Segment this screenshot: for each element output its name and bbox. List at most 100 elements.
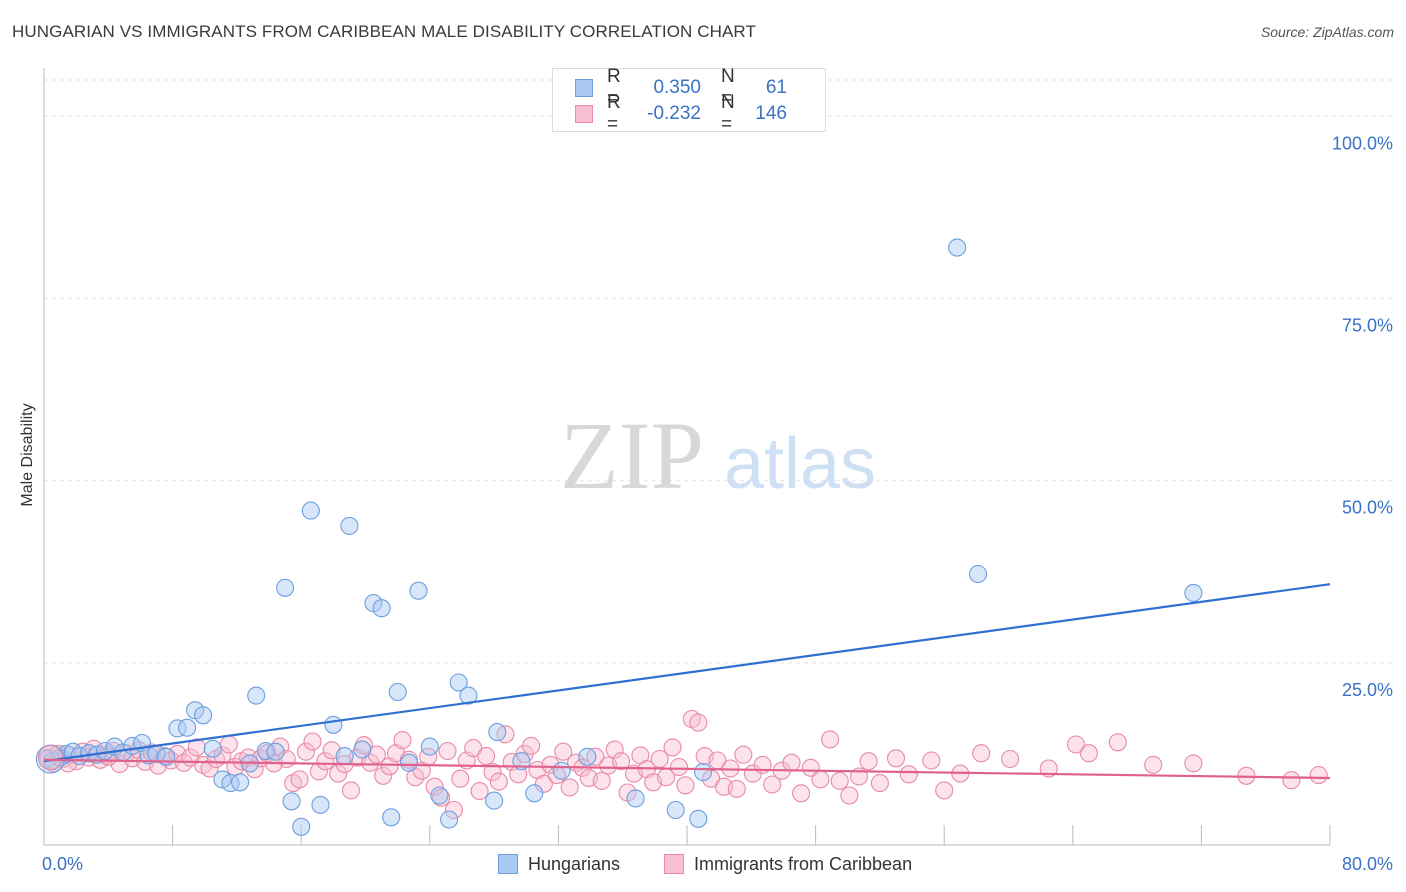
bottom-legend-hungarians: Hungarians [498,852,620,876]
legend: R = 0.350 N = 61 R = -0.232 N = 146 [552,66,826,135]
point-caribbean [477,747,496,766]
point-hungarians [335,747,354,766]
trend-line-caribbean [43,758,1331,780]
data-points [35,238,1328,836]
legend-r-value: -0.232 [647,103,701,124]
trend-lines [43,583,1331,780]
point-caribbean [763,775,782,794]
point-hungarians [626,789,645,808]
point-hungarians [221,774,240,793]
x-tick-label: 0.0% [42,854,83,874]
point-caribbean [840,786,859,805]
point-caribbean [1309,766,1328,785]
point-hungarians [292,817,311,836]
watermark-atlas: atlas [724,424,876,504]
point-hungarians [430,786,449,805]
point-caribbean [541,755,560,774]
point-caribbean [792,784,811,803]
point-hungarians [1184,583,1203,602]
point-caribbean [534,774,553,793]
point-caribbean [859,752,878,771]
bottom-legend-swatch-hungarians [498,854,518,874]
point-hungarians [399,753,418,772]
point-caribbean [489,772,508,791]
point-caribbean [1144,755,1163,774]
point-hungarians [948,238,967,257]
point-caribbean [187,738,206,757]
point-caribbean [470,782,489,801]
point-hungarians [694,763,713,782]
legend-row-hungarians: R = 0.350 N = 61 [575,66,787,109]
y-tick-label: 75.0% [1342,316,1393,336]
point-hungarians [449,673,468,692]
point-hungarians [382,808,401,827]
point-hungarians [266,742,285,761]
point-caribbean [1066,735,1086,754]
point-caribbean [374,766,393,785]
point-caribbean [689,713,708,732]
point-hungarians [282,792,301,811]
legend-swatch-hungarians [575,79,593,97]
point-hungarians [276,578,295,597]
point-caribbean [290,770,309,789]
point-hungarians [552,761,571,780]
point-hungarians [968,564,988,584]
bottom-legend-label-hungarians: Hungarians [528,853,621,874]
point-hungarians [203,739,222,758]
point-caribbean [1108,733,1127,752]
legend-n-label: N = [721,66,735,109]
point-caribbean [886,749,906,768]
point-caribbean [200,759,219,778]
point-hungarians [353,740,372,759]
point-caribbean [451,769,470,788]
point-caribbean [37,745,63,771]
point-caribbean [213,746,232,765]
point-caribbean [393,731,412,750]
point-caribbean [245,760,264,779]
point-caribbean [734,745,753,764]
point-caribbean [329,764,348,783]
point-hungarians [178,718,197,737]
point-caribbean [554,742,573,761]
point-caribbean [870,774,889,793]
y-tick-label: 50.0% [1342,498,1393,518]
point-caribbean [1079,744,1098,763]
point-hungarians [340,516,359,535]
point-caribbean [605,740,624,759]
point-caribbean [801,758,820,777]
bottom-legend-caribbean: Immigrants from Caribbean [664,852,912,876]
point-caribbean [922,751,941,770]
point-hungarians [578,747,597,766]
point-caribbean [830,771,849,790]
legend-r-label: R = [607,92,621,135]
point-hungarians [485,791,504,810]
point-hungarians [440,810,459,829]
trend-line-hungarians [43,583,1331,763]
point-hungarians [388,682,407,702]
point-hungarians [666,800,685,820]
point-caribbean [899,765,918,784]
point-hungarians [256,741,275,761]
point-hungarians [301,501,320,520]
point-caribbean [380,757,399,776]
point-caribbean [1282,771,1301,790]
point-caribbean [464,739,483,758]
point-caribbean [560,778,579,797]
legend-n-value: 146 [755,103,787,124]
point-caribbean [1001,749,1020,769]
legend-n-value: 61 [765,77,787,98]
chart-title: HUNGARIAN VS IMMIGRANTS FROM CARIBBEAN M… [12,22,756,41]
legend-swatch-caribbean [575,105,593,123]
legend-row-caribbean: R = -0.232 N = 146 [575,92,787,135]
point-caribbean [341,781,361,800]
point-caribbean [782,753,801,772]
point-caribbean [444,800,463,820]
point-hungarians [525,784,544,803]
legend-r-label: R = [607,66,621,109]
point-hungarians [324,715,343,734]
point-caribbean [811,770,830,789]
point-caribbean [483,763,502,782]
point-hungarians [168,719,187,738]
point-hungarians [157,747,176,766]
